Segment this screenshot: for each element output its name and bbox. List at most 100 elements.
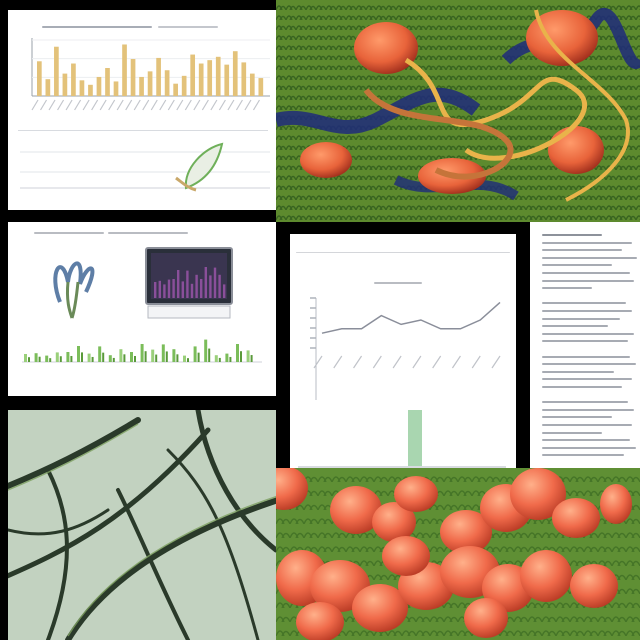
chart-tick-label [40,99,48,111]
chart-tick-label [412,355,422,369]
green-bar-marker [408,410,422,468]
chart-tick-label [491,355,501,369]
green-bar [193,346,197,362]
monitor-bar [209,275,212,298]
leaf-vein [195,410,276,553]
fruit [352,584,408,632]
fruit [570,564,618,608]
green-bar [49,358,52,362]
green-bar [240,351,242,362]
chart-bar [258,78,264,96]
chart-bar [147,71,153,96]
green-bar [246,350,250,362]
green-bar [214,355,218,362]
text-line [542,287,592,290]
green-bar [155,354,158,362]
chart-tick-label [125,99,133,111]
monitor-document-art [22,247,262,363]
document-title-line [34,232,104,234]
leaf-vein [116,488,190,640]
orange-vine [363,88,514,180]
monitor-bar [218,274,221,298]
chart-bar [113,81,119,96]
green-bar [38,356,41,362]
chart-bar [122,44,127,96]
monitor-bar [158,280,161,298]
document-title-line [158,26,218,28]
monitor-bar [181,281,184,298]
chart-bar [105,68,110,96]
green-bar [59,356,62,362]
text-line [542,302,626,305]
green-bar [102,352,105,362]
fruit [548,126,604,174]
fruit-cluster [276,468,632,640]
chart-tick-label [235,99,243,111]
chart-document-tile [8,10,278,210]
green-bar [183,355,186,362]
chart-bar [79,80,85,96]
fruit [372,502,416,542]
green-bar [172,349,176,362]
green-bar [218,357,221,362]
divider [18,130,268,131]
chart-tick-label [133,99,141,111]
monitor-bar [177,270,180,298]
green-bar [91,356,94,362]
fruit [382,536,430,576]
plant-roots-icon [53,261,95,319]
fruit [354,22,418,74]
fruit-vine-illustration [276,0,640,222]
orange-fruit-art [276,468,640,640]
chart-tick-label [74,99,82,111]
fruit [520,550,572,602]
chart-bar [198,63,204,96]
chart-bar [249,73,255,96]
text-line [542,256,637,259]
line-chart-document-tile [290,234,516,470]
green-bar [165,351,168,362]
green-bar [98,346,102,362]
chart-bar [45,79,51,96]
line-chart [310,297,501,400]
text-line [542,325,608,328]
chart-tick-label [57,99,65,111]
document-title-line [108,232,188,234]
fruit [552,498,600,538]
chart-tick-label [142,99,150,111]
chart-tick-label [313,355,323,369]
chart-bar [215,56,221,96]
chart-bar [207,60,213,96]
chart-tick-label [184,99,192,111]
chart-tick-label [333,355,343,369]
green-bar [144,351,147,362]
monitor-bar [223,284,226,298]
green-bar [151,349,155,362]
fruit [276,468,308,510]
fruit [600,484,632,524]
chart-tick-label [159,99,167,111]
document-title-line [42,26,152,28]
green-bar [229,356,232,362]
chart-tick-label [150,99,158,111]
leaf-vein-illustration [8,410,276,640]
chart-bar [71,63,76,96]
fruit [394,476,438,512]
green-bar [204,339,208,362]
chart-tick-label [31,99,39,111]
green-bar [81,352,83,362]
chart-tick-label [244,99,252,111]
footer-line [298,466,506,468]
green-bar [250,355,253,362]
chart-bar [62,73,68,96]
chart-bar [96,76,102,96]
green-bar [108,355,112,362]
text-document-tile [530,222,640,468]
green-bar-row [24,339,253,362]
chart-bar [232,51,238,96]
chart-bar [173,83,178,96]
chart-bar [139,76,144,96]
chart-tick-label [432,355,442,369]
green-bar [66,352,70,362]
green-bar [187,358,189,362]
